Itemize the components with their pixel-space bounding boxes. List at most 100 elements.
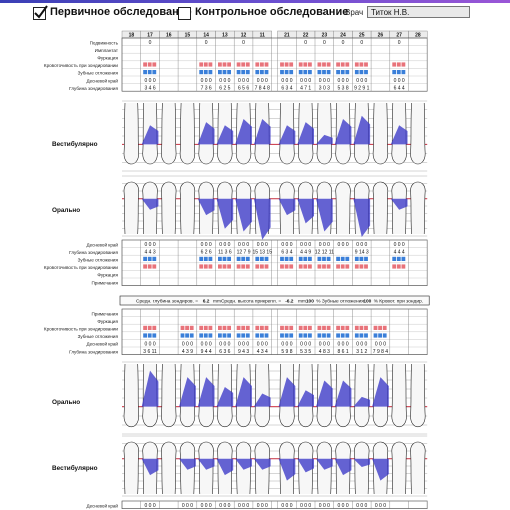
lower-plaque-marker — [289, 333, 294, 338]
bleeding-marker — [322, 62, 326, 67]
lower-plaque-marker — [322, 333, 326, 338]
plaque-marker — [392, 70, 397, 75]
lower-oral-tooth — [179, 363, 196, 428]
palatal-bleeding-marker — [401, 264, 406, 269]
lower-oral-tooth — [316, 363, 333, 428]
lower-bleeding-marker — [189, 325, 194, 330]
bleeding-marker — [260, 62, 264, 67]
palatal-depth-value: 6 3 4 — [281, 250, 292, 256]
lower-oral-tooth — [123, 363, 140, 428]
lower-vestibular-tooth — [216, 441, 234, 495]
lower-plaque-marker — [317, 333, 322, 338]
upper-vestibular-pocket — [216, 125, 234, 145]
tooth-number: 25 — [359, 33, 365, 39]
check-icon — [34, 5, 48, 19]
lower-top-row-label: Десневой край — [86, 341, 118, 347]
lower-gingival-margin-value: 0 0 0 — [219, 342, 230, 348]
lower-bleeding-marker — [345, 325, 350, 330]
upper-vestibular-pocket — [297, 122, 314, 145]
lower-bottom-margin-value: 0 0 0 — [144, 503, 155, 509]
palatal-bleeding-marker — [208, 264, 213, 269]
plaque-marker — [284, 70, 289, 75]
lower-plaque-marker — [260, 333, 264, 338]
lower-probing-depth-value: 9 4 3 — [238, 349, 249, 355]
palatal-bleeding-marker — [260, 264, 264, 269]
tooth-number: 26 — [378, 33, 384, 39]
upper-oral-pocket — [235, 198, 252, 232]
lower-vestibular-tooth — [253, 441, 271, 495]
upper-vestibular-tooth — [334, 102, 352, 165]
lower-top-row-label: Примечания — [91, 311, 118, 316]
plaque-marker — [227, 70, 231, 75]
plaque-marker — [143, 70, 147, 75]
plaque-marker — [289, 70, 294, 75]
lower-gingival-margin-value: 0 0 0 — [356, 342, 367, 348]
upper-vestibular-tooth — [316, 102, 333, 165]
palatal-bleeding-marker — [264, 264, 269, 269]
palatal-bleeding-marker — [152, 264, 157, 269]
control-exam-checkbox[interactable] — [178, 7, 191, 20]
palatal-plaque-marker — [208, 256, 213, 261]
lower-vestibular-tooth — [197, 441, 215, 495]
gingival-margin-value: 0 0 0 — [319, 78, 330, 84]
upper-vestibular-tooth — [197, 102, 215, 165]
palatal-depth-value: 4 4 9 — [300, 250, 311, 256]
lower-vestibular-pocket — [235, 458, 252, 470]
upper-vestibular-pocket — [278, 125, 296, 145]
palatal-plaque-marker — [203, 256, 208, 261]
upper-oral-pocket — [141, 198, 159, 210]
lower-plaque-marker — [236, 333, 241, 338]
bleed-pct: 100 — [363, 298, 371, 304]
lower-oral-pocket — [235, 377, 252, 407]
probing-depth-value: 6 3 4 — [281, 86, 292, 92]
lower-vestibular-tooth — [278, 441, 296, 495]
plaque-marker — [336, 70, 340, 75]
lower-bleeding-marker — [236, 325, 241, 330]
lower-vestibular-pocket — [216, 458, 234, 476]
lower-oral-tooth-outline — [161, 363, 177, 428]
lower-oral-tooth — [410, 363, 426, 428]
bleeding-marker — [303, 62, 308, 67]
lower-probing-depth-value: 8 6 1 — [337, 349, 348, 355]
lower-probing-depth-value: 4 3 4 — [257, 349, 268, 355]
palatal-bleeding-marker — [317, 264, 322, 269]
lower-oral-pocket — [197, 377, 215, 407]
palatal-margin-value: 0 0 0 — [144, 242, 155, 248]
palatal-plaque-marker — [336, 256, 340, 261]
probing-depth-value: 6 5 6 — [238, 86, 249, 92]
lower-top-row-label: Зубные отложения — [78, 334, 119, 339]
upper-oral-pocket — [253, 198, 271, 240]
plaque-marker — [260, 70, 264, 75]
upper-oral-tooth — [197, 181, 215, 235]
gingival-margin-value: 0 0 0 — [337, 78, 348, 84]
upper-vestibular-tooth — [123, 102, 140, 165]
primary-exam-checkbox[interactable] — [33, 5, 48, 20]
upper-vestibular-tooth — [390, 102, 408, 165]
lower-bottom-margin-value: 0 0 0 — [257, 503, 268, 509]
lower-vestibular-tooth — [334, 441, 352, 495]
upper-oral-pocket — [278, 198, 296, 216]
plaque-marker — [345, 70, 350, 75]
probing-depth-value: 5 3 8 — [337, 86, 348, 92]
lower-oral-pocket — [372, 377, 389, 407]
upper-top-row-label: Фуркация — [97, 56, 118, 61]
lower-oral-pocket — [141, 370, 159, 407]
bleeding-marker — [203, 62, 208, 67]
lower-bleeding-marker — [284, 325, 289, 330]
plaque-marker — [264, 70, 269, 75]
lower-plaque-marker — [143, 333, 147, 338]
palatal-plaque-marker — [298, 256, 303, 261]
plaque-marker — [322, 70, 326, 75]
doctor-input[interactable]: Титок Н.В. — [367, 6, 470, 18]
lower-plaque-marker — [245, 333, 250, 338]
lower-bleeding-marker — [241, 325, 246, 330]
lower-vestibular-tooth — [372, 441, 389, 495]
upper-oral-tooth — [390, 181, 408, 235]
palatal-plaque-marker — [260, 256, 264, 261]
doctor-label: Врач — [345, 8, 364, 17]
lower-plaque-marker — [227, 333, 231, 338]
palatal-margin-value: 0 0 0 — [300, 242, 311, 248]
lower-oral-tooth-outline — [391, 363, 407, 428]
plaque-marker — [326, 70, 331, 75]
